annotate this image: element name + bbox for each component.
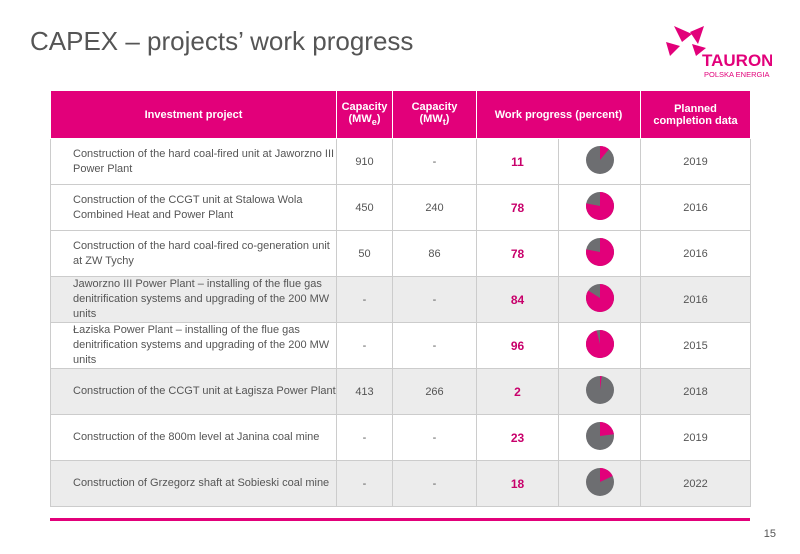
progress-pie xyxy=(585,192,614,220)
progress-cell: 78 xyxy=(476,184,559,231)
pie-cell xyxy=(558,322,641,369)
capacity-t-cell: - xyxy=(392,414,477,461)
pie-slice xyxy=(585,192,614,220)
table-body: Construction of the hard coal-fired unit… xyxy=(50,138,751,507)
table-row: Construction of the 800m level at Janina… xyxy=(50,414,751,461)
capacity-t-cell: 266 xyxy=(392,368,477,415)
progress-pie xyxy=(585,284,614,312)
pie-cell xyxy=(558,276,641,323)
progress-cell: 23 xyxy=(476,414,559,461)
table-row: Jaworzno III Power Plant – installing of… xyxy=(50,276,751,323)
capacity-e-cell: - xyxy=(336,414,393,461)
progress-cell: 78 xyxy=(476,230,559,277)
pie-slice xyxy=(585,238,614,266)
pie-cell xyxy=(558,368,641,415)
capacity-e-cell: 910 xyxy=(336,138,393,185)
logo-name: TAURON xyxy=(702,51,772,70)
project-cell: Construction of the CCGT unit at Stalowa… xyxy=(50,184,337,231)
table-row: Construction of the CCGT unit at Stalowa… xyxy=(50,184,751,231)
header-sub: t xyxy=(442,117,446,128)
progress-cell: 84 xyxy=(476,276,559,323)
table-row: Łaziska Power Plant – installing of the … xyxy=(50,322,751,369)
completion-cell: 2019 xyxy=(640,414,751,461)
header-row: Investment project Capacity (MWe) Capaci… xyxy=(50,90,751,139)
progress-pie xyxy=(585,330,614,358)
project-cell: Łaziska Power Plant – installing of the … xyxy=(50,322,337,369)
capacity-t-cell: 86 xyxy=(392,230,477,277)
header-cell: Capacity (MWe) xyxy=(336,90,393,139)
table-row: Construction of the CCGT unit at Łagisza… xyxy=(50,368,751,415)
logo: TAURON POLSKA ENERGIA xyxy=(666,26,772,79)
project-cell: Construction of Grzegorz shaft at Sobies… xyxy=(50,460,337,507)
header-text: Capacity (MW xyxy=(411,101,458,126)
completion-cell: 2016 xyxy=(640,184,751,231)
project-cell: Construction of the 800m level at Janina… xyxy=(50,414,337,461)
capacity-t-cell: 240 xyxy=(392,184,477,231)
capacity-t-cell: - xyxy=(392,322,477,369)
header-text: ) xyxy=(445,113,450,126)
pie-slice xyxy=(599,146,609,160)
pie-cell xyxy=(558,184,641,231)
completion-cell: 2016 xyxy=(640,276,751,323)
bottom-rule xyxy=(50,518,750,521)
table-row: Construction of the hard coal-fired co-g… xyxy=(50,230,751,277)
capacity-e-cell: 450 xyxy=(336,184,393,231)
progress-table: Investment project Capacity (MWe) Capaci… xyxy=(50,90,751,507)
pie-slice xyxy=(599,468,613,482)
completion-cell: 2019 xyxy=(640,138,751,185)
slide-title: CAPEX – projects’ work progress xyxy=(30,26,414,56)
logo-tagline: POLSKA ENERGIA xyxy=(704,70,769,79)
completion-cell: 2022 xyxy=(640,460,751,507)
progress-cell: 18 xyxy=(476,460,559,507)
pie-cell xyxy=(558,414,641,461)
header-cell: Investment project xyxy=(50,90,337,139)
header-text: ) xyxy=(376,113,381,126)
progress-cell: 2 xyxy=(476,368,559,415)
logo-mark xyxy=(666,26,706,56)
table-row: Construction of Grzegorz shaft at Sobies… xyxy=(50,460,751,507)
pie-cell xyxy=(558,460,641,507)
progress-pie xyxy=(585,376,614,404)
progress-cell: 96 xyxy=(476,322,559,369)
header-cell: Work progress (percent) xyxy=(476,90,641,139)
header-cell: Capacity (MWt) xyxy=(392,90,477,139)
project-cell: Construction of the hard coal-fired co-g… xyxy=(50,230,337,277)
capacity-e-cell: 413 xyxy=(336,368,393,415)
pie-slice xyxy=(599,422,614,436)
capacity-e-cell: 50 xyxy=(336,230,393,277)
pie-slice xyxy=(585,284,614,312)
pie-cell xyxy=(558,138,641,185)
progress-pie xyxy=(585,146,614,174)
progress-pie xyxy=(585,468,614,496)
completion-cell: 2015 xyxy=(640,322,751,369)
table-row: Construction of the hard coal-fired unit… xyxy=(50,138,751,185)
pie-slice xyxy=(585,330,614,358)
pie-slice xyxy=(599,376,602,390)
project-cell: Jaworzno III Power Plant – installing of… xyxy=(50,276,337,323)
page-number: 15 xyxy=(763,528,776,540)
header-text: Capacity (MW xyxy=(341,101,388,126)
progress-pie xyxy=(585,422,614,450)
capacity-t-cell: - xyxy=(392,460,477,507)
capacity-e-cell: - xyxy=(336,322,393,369)
completion-cell: 2016 xyxy=(640,230,751,277)
progress-cell: 11 xyxy=(476,138,559,185)
project-cell: Construction of the CCGT unit at Łagisza… xyxy=(50,368,337,415)
completion-cell: 2018 xyxy=(640,368,751,415)
capacity-t-cell: - xyxy=(392,138,477,185)
header-sub: e xyxy=(371,117,377,128)
capacity-e-cell: - xyxy=(336,276,393,323)
header-cell: Planned completion data xyxy=(640,90,751,139)
pie-cell xyxy=(558,230,641,277)
capacity-e-cell: - xyxy=(336,460,393,507)
progress-pie xyxy=(585,238,614,266)
project-cell: Construction of the hard coal-fired unit… xyxy=(50,138,337,185)
capacity-t-cell: - xyxy=(392,276,477,323)
